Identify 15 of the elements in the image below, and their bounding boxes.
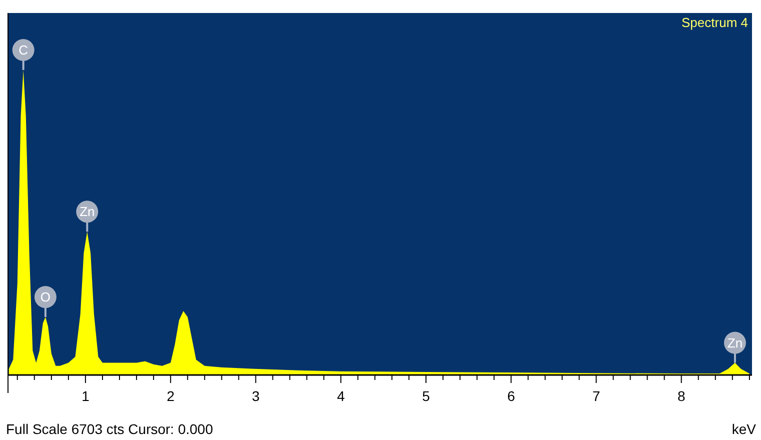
- text: Full Scale 6703 cts Cursor: 0.000: [6, 421, 214, 437]
- x-tick-label: 8: [677, 388, 686, 404]
- annotation: C: [18, 42, 28, 58]
- x-tick-label: 1: [82, 388, 90, 404]
- x-tick-label: 2: [166, 388, 175, 404]
- x-tick-label: 4: [336, 388, 345, 404]
- x-axis-title: keV: [732, 421, 757, 437]
- x-tick-label: 6: [507, 388, 516, 404]
- annotation: Zn: [727, 335, 743, 350]
- chart-title: Spectrum 4: [682, 15, 748, 30]
- x-tick-label: 3: [252, 388, 260, 404]
- x-tick-label: 5: [422, 388, 430, 404]
- annotation: O: [40, 290, 51, 305]
- x-tick-label: 7: [592, 388, 600, 404]
- annotation: Zn: [80, 204, 95, 220]
